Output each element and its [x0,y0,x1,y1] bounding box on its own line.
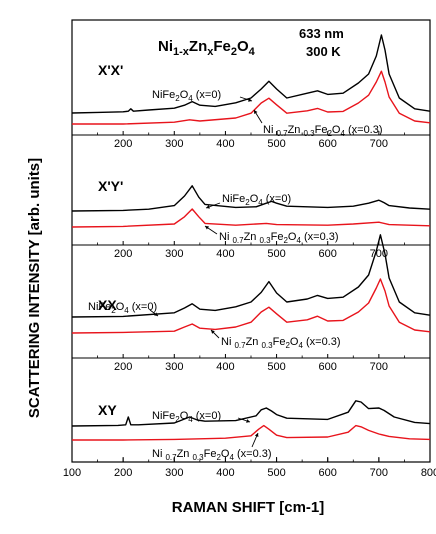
series-line-x03 [71,278,431,334]
panel-tick-label: 600 [319,248,337,260]
panel-tick-label: 400 [216,361,234,373]
annotation-x0: NiFe2O4 (x=0) [152,410,221,424]
series-line-x03 [72,70,431,125]
panel-tick-label: 600 [319,361,337,373]
x-tick-label: 300 [165,467,183,479]
panel-tick-label: 400 [216,138,234,150]
annotation-x0: NiFe2O4 (x=0) [88,301,157,315]
annotation-x03: Ni 0.7Zn 0.3Fe2O4 (x=0.3) [221,336,341,350]
annotation-x03: Ni 0.7Zn 0.3Fe2O4 (x=0.3) [152,448,272,462]
arrow-head [154,312,158,316]
arrow-head [211,330,215,334]
annotation-x03: Ni 0.7Zn 0.3Fe2O4 (x=0.3) [263,124,383,138]
panel-tick-label: 400 [216,248,234,260]
panel-tick-label: 700 [370,138,388,150]
series-line-x03 [71,208,431,228]
panel-tick-label: 700 [370,361,388,373]
panel-3: 200 300 400 500 600 700 XX [71,234,431,373]
panels: 200 300 400 500 600 700 X'X' 200 300 400 500 600 700… [71,34,431,462]
series-line-x03 [72,424,431,441]
panel-tick-label: 200 [114,138,132,150]
panel-tick-label: 500 [267,138,285,150]
arrow-head [246,419,250,423]
arrow-head [254,110,258,114]
arrow-head [205,226,209,230]
x-tick-label: 600 [319,467,337,479]
panel-tick-label: 200 [114,248,132,260]
panel-tick-label: 500 [267,361,285,373]
x-tick-label: 700 [370,467,388,479]
series-line-x0 [71,234,431,318]
chart-title: Ni1-xZnxFe2O4 [158,38,256,58]
panel-tick-label: 300 [165,361,183,373]
annotation-x03: Ni 0.7Zn 0.3Fe2O4 (x=0.3) [219,231,339,245]
series-line-x0 [71,185,431,212]
panel-tick-label: 300 [165,248,183,260]
panel-label: XX [98,297,117,313]
bottom-x-ticks: 100 200 300 400 500 600 700 800 [63,457,436,479]
temperature-label: 300 K [306,44,341,59]
panel-1: 200 300 400 500 600 700 X'X' [71,34,431,150]
arrow-head [206,205,210,209]
annotation-x0: NiFe2O4 (x=0) [222,193,291,207]
x-tick-label: 200 [114,467,132,479]
x-tick-label: 800 [421,467,436,479]
panel-tick-label: 500 [267,248,285,260]
panel-tick-label: 600 [319,138,337,150]
panel-tick-label: 300 [165,138,183,150]
panel-label: X'X' [98,62,123,78]
annotations: NiFe2O4 (x=0) Ni 0.7Zn 0.3Fe2O4 (x=0.3) Ni… [88,89,383,462]
panel-tick-label: 200 [114,361,132,373]
x-tick-label: 500 [267,467,285,479]
x-tick-label: 400 [216,467,234,479]
arrow-head [254,433,259,437]
x-axis-title: RAMAN SHIFT [cm-1] [172,499,325,516]
annotation-x0: NiFe2O4 (x=0) [152,89,221,103]
panel-label: X'Y' [98,178,123,194]
series-line-x0 [71,400,431,427]
panel-label: XY [98,402,117,418]
x-tick-label: 100 [63,467,81,479]
y-axis-title: SCATTERING INTENSITY [arb. units] [26,158,43,418]
arrow-head [248,98,252,102]
series-line-x0 [71,34,431,114]
wavelength-label: 633 nm [299,26,344,41]
